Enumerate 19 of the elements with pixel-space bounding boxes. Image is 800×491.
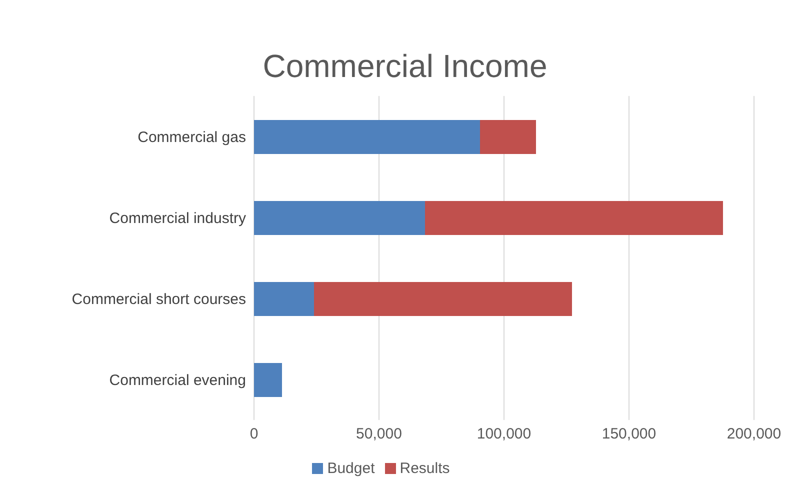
- y-tick-label: Commercial gas: [138, 128, 246, 146]
- bar: [254, 363, 282, 397]
- bar: [425, 201, 723, 235]
- x-tick-label: 150,000: [602, 426, 656, 443]
- chart-title: Commercial Income: [262, 47, 548, 86]
- y-tick-label: Commercial short courses: [72, 290, 246, 308]
- x-tick-label: 100,000: [476, 426, 532, 443]
- bar: [480, 120, 536, 154]
- legend-label: Budget: [327, 460, 375, 477]
- bar: [314, 282, 572, 316]
- bar: [254, 282, 314, 316]
- x-tick-label: 50,000: [356, 426, 402, 443]
- y-tick-label: Commercial industry: [109, 210, 246, 227]
- x-tick-label: 200,000: [726, 426, 782, 443]
- bar: [254, 201, 425, 235]
- y-tick-label: Commercial evening: [109, 372, 246, 389]
- x-tick-label: 0: [250, 426, 258, 443]
- bar: [254, 120, 480, 154]
- legend-label: Results: [400, 460, 450, 477]
